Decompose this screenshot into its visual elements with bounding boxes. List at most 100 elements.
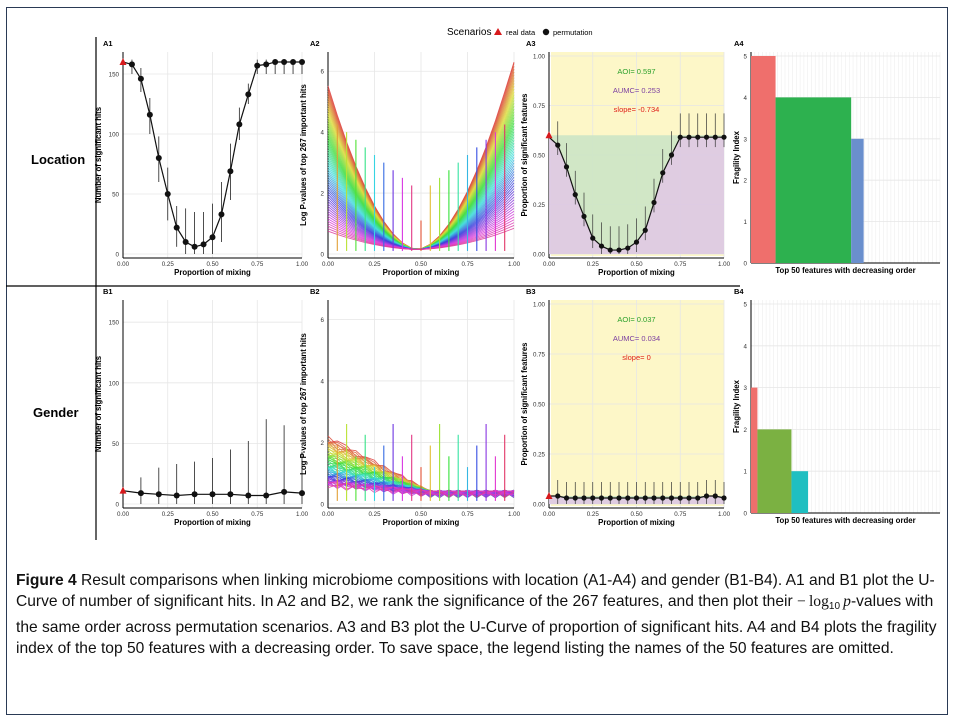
data-point — [281, 59, 288, 65]
data-point — [668, 495, 675, 501]
annotation-slope: slope= 0 — [622, 353, 651, 362]
data-point — [263, 61, 270, 68]
annotation-slope: slope= -0.734 — [614, 105, 660, 114]
bar — [751, 387, 758, 513]
x-axis-label: Top 50 features with decreasing order — [775, 266, 915, 275]
data-point — [227, 168, 234, 175]
panel-a3: A3 0.00 0.25 0.50 0.75 1.00 0.00 0.25 0.50 0.75 1.… — [520, 39, 731, 277]
data-point — [191, 491, 198, 498]
data-point — [555, 493, 561, 499]
real-data-marker — [545, 131, 553, 139]
data-point — [128, 61, 135, 68]
data-point — [209, 234, 216, 241]
x-axis-label: Proportion of mixing — [383, 268, 460, 277]
panel-label: B4 — [734, 287, 744, 296]
data-point — [721, 495, 727, 501]
x-tick-label: 0.25 — [368, 511, 381, 518]
data-point — [668, 152, 675, 158]
data-point — [272, 59, 279, 65]
under-curve-area — [549, 137, 724, 254]
data-point — [616, 247, 622, 253]
x-tick-label: 1.00 — [508, 261, 521, 268]
panel-a1: A1 0 50 100 150 0.00 0.25 0.50 0.75 1.00 Proportio… — [94, 39, 309, 277]
data-point — [281, 488, 288, 495]
bar — [757, 429, 792, 513]
y-tick-label: 0.25 — [533, 202, 546, 209]
y-tick-label: 6 — [321, 317, 325, 324]
panel-b3: B3 0.00 0.25 0.50 0.75 1.00 0.00 0.25 0.50 0.75 1.… — [520, 287, 731, 527]
y-tick-label: 4 — [744, 343, 748, 350]
real-data-marker — [119, 486, 127, 494]
legend-real-marker — [494, 28, 502, 35]
data-point — [677, 495, 683, 501]
y-tick-label: 1.00 — [533, 54, 546, 61]
x-tick-label: 0.25 — [368, 261, 381, 268]
caption-math-sub: 10 — [828, 601, 841, 612]
y-tick-label: 50 — [112, 441, 119, 448]
x-tick-label: 1.00 — [718, 511, 731, 518]
y-tick-label: 2 — [744, 178, 748, 185]
row-label-gender: Gender — [33, 405, 79, 420]
panel-label: A1 — [103, 39, 113, 48]
x-tick-label: 0.75 — [251, 261, 264, 268]
bar — [791, 471, 809, 513]
x-tick-label: 0.50 — [630, 511, 643, 518]
y-tick-label: 100 — [109, 132, 120, 139]
data-point — [218, 211, 225, 218]
data-point — [660, 170, 666, 176]
x-tick-label: 0.00 — [117, 511, 130, 518]
data-point — [182, 239, 189, 245]
x-axis-label: Proportion of mixing — [383, 518, 460, 527]
y-tick-label: 2 — [321, 440, 325, 447]
legend-perm-label: permutation — [553, 28, 593, 37]
x-tick-label: 0.25 — [162, 511, 175, 518]
data-point — [200, 241, 207, 248]
y-axis-label: Proportion of significant features — [520, 342, 529, 466]
bar — [775, 97, 852, 264]
panel-a4: A4 0 1 2 3 4 5 Top 50 features with decreasing … — [732, 39, 941, 275]
x-tick-label: 0.00 — [117, 261, 130, 268]
x-tick-label: 0.75 — [251, 511, 264, 518]
y-tick-label: 6 — [321, 69, 325, 76]
x-tick-label: 0.00 — [543, 261, 556, 268]
data-point — [563, 164, 570, 170]
aoi-region — [551, 300, 724, 506]
x-axis-label: Proportion of mixing — [174, 268, 251, 277]
real-data-marker — [545, 492, 553, 499]
data-point — [642, 495, 648, 501]
y-tick-label: 0.50 — [533, 153, 546, 160]
figure-frame — [6, 7, 948, 715]
data-point — [686, 134, 692, 140]
x-tick-label: 0.00 — [322, 511, 335, 518]
x-tick-label: 0.50 — [630, 261, 643, 268]
data-point — [616, 495, 622, 501]
y-tick-label: 100 — [109, 380, 120, 387]
y-tick-label: 3 — [744, 136, 748, 143]
x-tick-label: 0.50 — [415, 261, 428, 268]
y-tick-label: 0 — [116, 502, 120, 509]
panel-b1: B1 0 50 100 150 0.00 0.25 0.50 0.75 1.00 Proportio… — [94, 287, 309, 527]
data-point — [677, 134, 683, 140]
data-point — [173, 224, 180, 231]
y-axis-label: Number of significant hits — [94, 106, 103, 203]
panel-label: B3 — [526, 287, 536, 296]
data-point — [137, 75, 144, 82]
data-point — [164, 191, 171, 197]
data-point — [254, 62, 261, 69]
data-point — [686, 495, 692, 501]
data-point — [581, 213, 587, 219]
y-tick-label: 2 — [744, 427, 748, 434]
y-tick-label: 0.50 — [533, 402, 546, 409]
y-tick-label: 5 — [744, 302, 748, 309]
data-point — [227, 491, 234, 498]
figure-caption: Figure 4 Result comparisons when linking… — [16, 570, 940, 659]
data-point — [572, 192, 578, 198]
annotation-aumc: AUMC= 0.034 — [613, 334, 660, 343]
data-point — [625, 495, 631, 501]
data-point — [245, 91, 252, 98]
caption-math-log: log — [808, 593, 829, 610]
x-tick-label: 1.00 — [718, 261, 731, 268]
panel-b2: B2 0 2 4 6 0.00 0.25 0.50 0.75 1.00 Proportion of … — [299, 287, 521, 527]
y-axis-label: Proportion of significant features — [520, 93, 529, 217]
panel-label: A2 — [310, 39, 320, 48]
